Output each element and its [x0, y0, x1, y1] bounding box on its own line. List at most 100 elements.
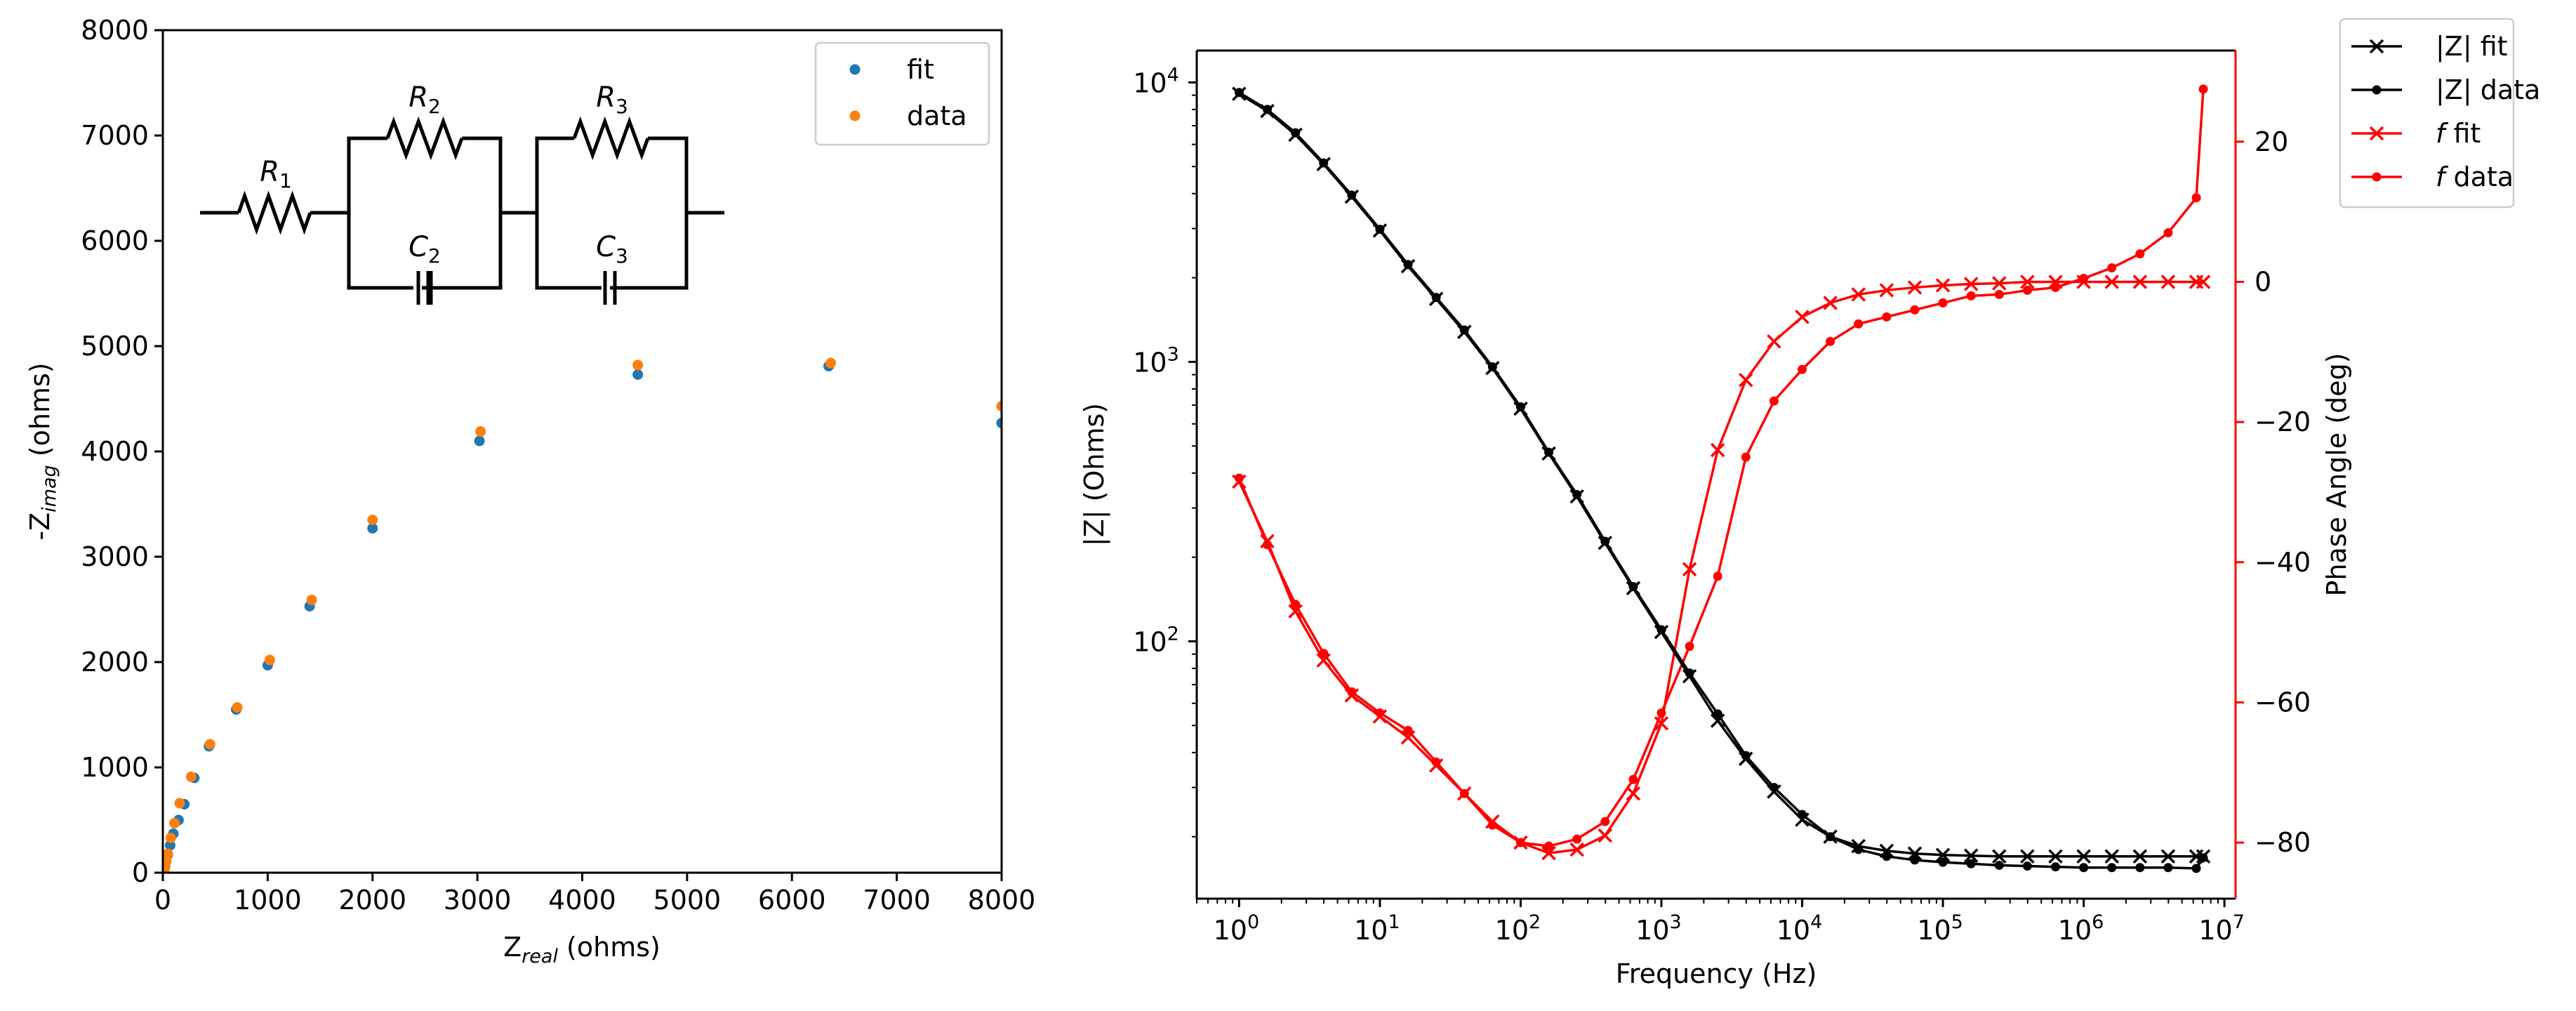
- bode-marker-dot: [2198, 853, 2208, 863]
- nyquist-y-tick-label: 2000: [81, 647, 149, 678]
- nyquist-point-fit: [367, 523, 378, 534]
- bode-marker-dot: [1628, 581, 1638, 591]
- nyquist-point-data: [163, 848, 173, 859]
- nyquist-point-data: [174, 798, 185, 809]
- bode-legend-label: |Z| fit: [2436, 31, 2508, 62]
- bode-marker-dot: [1515, 838, 1525, 847]
- bode-marker-dot: [1966, 291, 1976, 300]
- bode-marker-dot: [1572, 834, 1582, 844]
- bode-x-tick-label-exponent: 0: [1247, 911, 1259, 933]
- bode-marker-dot: [1882, 852, 1892, 861]
- bode-right-tick-label: −80: [2255, 827, 2311, 858]
- bode-marker-dot: [1487, 820, 1497, 830]
- bode-marker-x: [1569, 842, 1584, 857]
- bode-x-tick-label-exponent: 4: [1810, 911, 1822, 933]
- bode-marker-dot: [2079, 863, 2089, 873]
- bode-marker-dot: [1741, 452, 1751, 462]
- bode-line-f-data: [1237, 88, 2205, 847]
- nyquist-y-tick-label: 4000: [81, 436, 149, 467]
- bode-x-tick-label-base: 10: [1214, 915, 1247, 946]
- nyquist-legend-marker-fit: [849, 64, 861, 75]
- bode-marker-dot: [1798, 810, 1807, 819]
- bode-legend-marker-dot: [2372, 85, 2382, 95]
- circuit-label: R3: [596, 81, 628, 118]
- bode-marker-dot: [1769, 396, 1779, 406]
- bode-marker-dot: [1798, 364, 1807, 374]
- bode-marker-x: [1710, 442, 1725, 458]
- nyquist-point-data: [185, 772, 197, 782]
- circuit-label-index: 3: [616, 95, 628, 118]
- nyquist-x-tick-label: 3000: [444, 885, 512, 916]
- bode-x-tick-label-base: 10: [1354, 915, 1388, 946]
- bode-marker-x: [2020, 849, 2035, 864]
- bode-left-tick-label-base: 10: [1133, 347, 1167, 378]
- bode-x-tick-label-exponent: 5: [1951, 911, 1963, 933]
- nyquist-x-axis-label: Zreal (ohms): [503, 932, 660, 967]
- bode-marker-dot: [1487, 362, 1497, 371]
- circuit-label: R2: [409, 81, 441, 118]
- nyquist-y-tick-label: 8000: [81, 15, 149, 46]
- nyquist-point-data: [204, 739, 215, 750]
- bode-marker-dot: [1826, 336, 1835, 346]
- bode-legend: |Z| fit |Z| data f fit f data: [2339, 18, 2540, 209]
- bode-right-tick-label: 0: [2255, 266, 2271, 297]
- circuit-label-symbol: C: [409, 231, 428, 263]
- nyquist-point-fit: [474, 435, 485, 447]
- bode-marker-x: [1907, 280, 1923, 295]
- bode-marker-dot: [1854, 319, 1864, 329]
- resistor-r1: [237, 190, 312, 235]
- bode-marker-dot: [1657, 708, 1666, 718]
- circuit-label-index: 2: [428, 244, 441, 267]
- circuit-wire: [347, 213, 503, 290]
- bode-legend-label-text: fit: [2445, 118, 2481, 149]
- bode-marker-dot: [1234, 88, 1244, 98]
- bode-marker-dot: [1234, 473, 1244, 483]
- bode-marker-dot: [1938, 298, 1948, 308]
- nyquist-points: [163, 357, 1002, 873]
- bode-x-tick-label-base: 10: [1777, 915, 1810, 946]
- bode-legend-label: |Z| data: [2436, 74, 2540, 106]
- bode-left-tick-label-exponent: 3: [1167, 343, 1179, 365]
- nyquist-point-data: [232, 702, 243, 713]
- bode-marker-dot: [1319, 158, 1329, 168]
- nyquist-y-axis-label: -Zimag (ohms): [25, 362, 60, 540]
- bode-series: [1232, 84, 2211, 873]
- circuit-label-index: 1: [279, 169, 292, 192]
- bode-marker-x: [1654, 716, 1669, 731]
- bode-marker-dot: [1375, 225, 1385, 234]
- bode-marker-dot: [1403, 725, 1413, 735]
- bode-marker-dot: [1685, 642, 1694, 652]
- bode-left-y-axis-label: |Z| (Ohms): [1079, 403, 1110, 546]
- bode-marker-dot: [2050, 282, 2060, 292]
- bode-marker-x: [1935, 278, 1951, 293]
- bode-marker-dot: [1319, 649, 1329, 659]
- bode-left-tick-label-base: 10: [1133, 626, 1167, 657]
- bode-marker-dot: [1600, 536, 1610, 546]
- bode-marker-dot: [2163, 863, 2173, 873]
- bode-marker-dot: [1347, 190, 1357, 200]
- bode-marker-x: [2020, 275, 2035, 289]
- nyquist-x-tick-label: 7000: [863, 885, 931, 916]
- bode-x-tick-label-base: 10: [2198, 915, 2232, 946]
- bode-marker-dot: [1685, 668, 1694, 678]
- bode-marker-x: [2104, 275, 2119, 289]
- bode-legend-label-text: data: [2445, 161, 2514, 192]
- nyquist-x-tick-label: 8000: [968, 885, 1036, 916]
- bode-marker-dot: [1910, 305, 1920, 315]
- bode-legend-frame: [2339, 18, 2515, 209]
- bode-marker-dot: [1291, 600, 1301, 609]
- bode-marker-x: [1907, 846, 1923, 861]
- bode-marker-dot: [1994, 289, 2004, 299]
- bode-x-tick-label: 103: [1635, 911, 1682, 946]
- bode-marker-dot: [2198, 84, 2208, 94]
- bode-x-tick-label-base: 10: [1917, 915, 1951, 946]
- bode-marker-x: [2160, 849, 2176, 864]
- nyquist-x-tick-label: 5000: [653, 885, 722, 916]
- nyquist-x-tick-label: 6000: [758, 885, 826, 916]
- bode-marker-x: [1963, 277, 1979, 291]
- bode-line--Z--data: [1238, 91, 2205, 870]
- bode-x-tick-label: 102: [1495, 911, 1541, 946]
- bode-marker-dot: [2135, 249, 2145, 259]
